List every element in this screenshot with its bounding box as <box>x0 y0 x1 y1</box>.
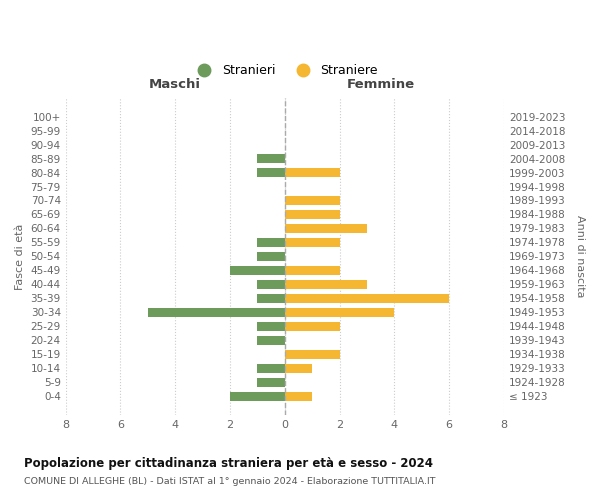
Bar <box>285 350 340 359</box>
Y-axis label: Anni di nascita: Anni di nascita <box>575 215 585 298</box>
Y-axis label: Fasce di età: Fasce di età <box>15 223 25 290</box>
Bar <box>285 196 340 205</box>
Bar <box>257 322 285 331</box>
Bar <box>257 238 285 247</box>
Text: COMUNE DI ALLEGHE (BL) - Dati ISTAT al 1° gennaio 2024 - Elaborazione TUTTITALIA: COMUNE DI ALLEGHE (BL) - Dati ISTAT al 1… <box>24 478 436 486</box>
Bar <box>257 294 285 303</box>
Bar <box>257 280 285 289</box>
Bar <box>285 168 340 177</box>
Bar <box>285 364 312 373</box>
Bar <box>257 252 285 261</box>
Text: Popolazione per cittadinanza straniera per età e sesso - 2024: Popolazione per cittadinanza straniera p… <box>24 458 433 470</box>
Bar <box>285 294 449 303</box>
Bar <box>285 224 367 233</box>
Bar <box>148 308 285 317</box>
Bar <box>285 280 367 289</box>
Legend: Stranieri, Straniere: Stranieri, Straniere <box>187 60 383 82</box>
Bar <box>285 322 340 331</box>
Bar <box>285 308 394 317</box>
Text: Maschi: Maschi <box>149 78 201 92</box>
Bar <box>257 378 285 386</box>
Text: Femmine: Femmine <box>347 78 415 92</box>
Bar <box>285 210 340 219</box>
Bar <box>230 392 285 400</box>
Bar <box>230 266 285 275</box>
Bar <box>285 266 340 275</box>
Bar <box>257 154 285 163</box>
Bar <box>257 364 285 373</box>
Bar <box>285 392 312 400</box>
Bar <box>285 238 340 247</box>
Bar <box>257 336 285 345</box>
Bar <box>257 168 285 177</box>
